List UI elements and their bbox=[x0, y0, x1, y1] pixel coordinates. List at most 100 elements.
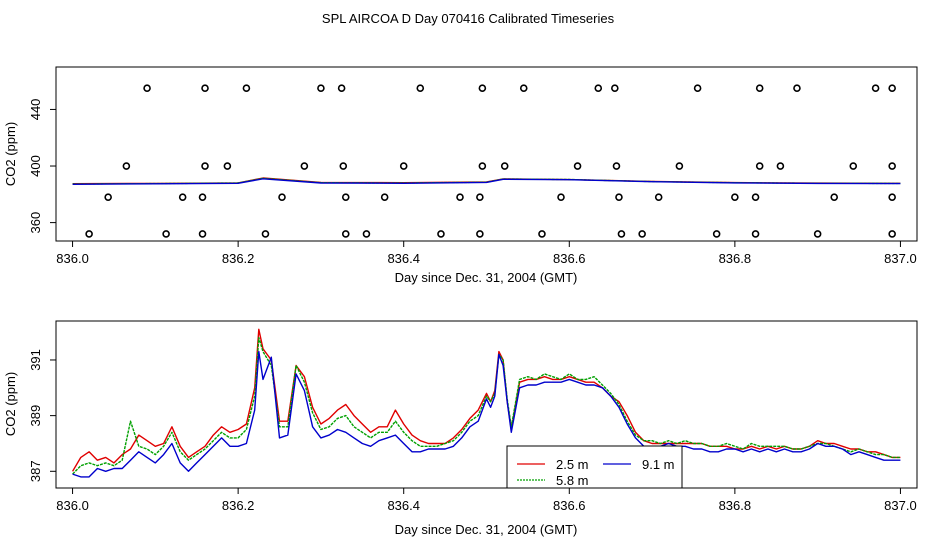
figure-title: SPL AIRCOA D Day 070416 Calibrated Times… bbox=[322, 11, 615, 26]
legend-label-2-5m: 2.5 m bbox=[556, 457, 589, 472]
bottom-x-tick-label: 837.0 bbox=[884, 498, 917, 513]
top-y-label: CO2 (ppm) bbox=[3, 122, 18, 186]
calibration-point bbox=[712, 230, 721, 238]
bottom-x-label: Day since Dec. 31, 2004 (GMT) bbox=[395, 522, 578, 537]
legend: 2.5 m 9.1 m 5.8 m bbox=[506, 445, 683, 489]
calibration-point bbox=[813, 230, 822, 238]
calibration-point bbox=[888, 84, 896, 93]
calibration-point bbox=[476, 193, 484, 201]
bottom-series bbox=[71, 328, 901, 478]
bottom-series-9-1-m bbox=[72, 350, 901, 478]
calibration-point bbox=[793, 84, 801, 93]
calibration-point bbox=[638, 230, 646, 238]
calibration-point bbox=[594, 84, 603, 93]
calibration-point bbox=[437, 230, 445, 238]
calibration-point bbox=[776, 162, 785, 170]
top-panel: 836.0 836.2 836.4 836.6 836.8 837.0 360 400 440… bbox=[3, 66, 918, 285]
bottom-x-tick-label: 836.8 bbox=[719, 498, 752, 513]
calibration-point bbox=[755, 84, 764, 93]
calibration-point bbox=[416, 84, 425, 93]
bottom-y-tick-label: 389 bbox=[28, 405, 43, 427]
calibration-point bbox=[755, 162, 764, 170]
top-y-axis: 360 400 440 bbox=[28, 99, 56, 234]
top-y-tick-label: 360 bbox=[28, 212, 43, 234]
calibration-point bbox=[122, 162, 131, 170]
calibration-point bbox=[198, 193, 207, 201]
calibration-point bbox=[888, 193, 896, 201]
calibration-point bbox=[888, 162, 896, 170]
top-x-axis: 836.0 836.2 836.4 836.6 836.8 837.0 bbox=[56, 241, 917, 266]
calibration-point bbox=[341, 230, 350, 238]
bottom-series-5-8-m bbox=[72, 337, 901, 475]
calibration-point bbox=[573, 162, 582, 170]
calibration-point bbox=[675, 162, 684, 170]
calibration-point bbox=[751, 230, 760, 238]
calibration-point bbox=[380, 193, 389, 201]
calibration-point bbox=[143, 84, 151, 93]
top-calibration-points bbox=[85, 84, 896, 238]
calibration-point bbox=[500, 162, 509, 170]
calibration-point bbox=[693, 84, 702, 93]
bottom-plot-frame bbox=[55, 320, 918, 489]
calibration-point bbox=[201, 84, 209, 93]
top-series bbox=[72, 177, 901, 185]
legend-label-5-8m: 5.8 m bbox=[556, 473, 589, 488]
bottom-x-tick-label: 836.4 bbox=[387, 498, 420, 513]
calibration-point bbox=[85, 230, 93, 238]
top-series-9-1-m bbox=[72, 178, 901, 185]
calibration-point bbox=[456, 193, 464, 201]
calibration-point bbox=[654, 193, 663, 201]
calibration-point bbox=[617, 230, 626, 238]
calibration-point bbox=[538, 230, 546, 238]
bottom-y-label: CO2 (ppm) bbox=[3, 372, 18, 436]
calibration-point bbox=[339, 162, 348, 170]
calibration-point bbox=[362, 230, 371, 238]
top-x-tick-label: 836.2 bbox=[222, 251, 255, 266]
calibration-point bbox=[612, 162, 621, 170]
bottom-x-tick-label: 836.0 bbox=[56, 498, 89, 513]
top-x-tick-label: 836.4 bbox=[387, 251, 420, 266]
calibration-point bbox=[830, 193, 839, 201]
calibration-point bbox=[178, 193, 187, 201]
calibration-point bbox=[519, 84, 528, 93]
calibration-point bbox=[278, 193, 286, 201]
calibration-point bbox=[223, 162, 232, 170]
calibration-point bbox=[341, 193, 350, 201]
calibration-point bbox=[478, 84, 487, 93]
bottom-y-axis: 387 389 391 bbox=[28, 349, 56, 482]
calibration-point bbox=[476, 230, 484, 238]
calibration-point bbox=[888, 230, 896, 238]
calibration-point bbox=[337, 84, 346, 93]
calibration-point bbox=[557, 193, 565, 201]
bottom-y-tick-label: 391 bbox=[28, 349, 43, 371]
top-x-tick-label: 836.6 bbox=[553, 251, 586, 266]
calibration-point bbox=[242, 84, 251, 93]
calibration-point bbox=[849, 162, 858, 170]
bottom-x-tick-label: 836.2 bbox=[222, 498, 255, 513]
calibration-point bbox=[399, 162, 408, 170]
calibration-point bbox=[611, 84, 619, 93]
bottom-x-tick-label: 836.6 bbox=[553, 498, 586, 513]
calibration-point bbox=[261, 230, 270, 238]
top-plot-frame bbox=[55, 66, 918, 242]
top-x-tick-label: 836.8 bbox=[719, 251, 752, 266]
calibration-point bbox=[162, 230, 170, 238]
legend-box bbox=[506, 445, 683, 489]
calibration-point bbox=[871, 84, 880, 93]
calibration-point bbox=[751, 193, 760, 201]
top-y-tick-label: 440 bbox=[28, 99, 43, 121]
legend-label-9-1m: 9.1 m bbox=[642, 457, 675, 472]
calibration-point bbox=[317, 84, 325, 93]
top-x-label: Day since Dec. 31, 2004 (GMT) bbox=[395, 270, 578, 285]
calibration-point bbox=[478, 162, 487, 170]
top-x-tick-label: 837.0 bbox=[884, 251, 917, 266]
bottom-x-axis: 836.0 836.2 836.4 836.6 836.8 837.0 bbox=[56, 488, 917, 513]
calibration-point bbox=[198, 230, 207, 238]
calibration-point bbox=[615, 193, 623, 201]
top-x-tick-label: 836.0 bbox=[56, 251, 89, 266]
calibration-point bbox=[201, 162, 209, 170]
calibration-point bbox=[731, 193, 739, 201]
bottom-y-tick-label: 387 bbox=[28, 460, 43, 482]
calibration-point bbox=[300, 162, 309, 170]
